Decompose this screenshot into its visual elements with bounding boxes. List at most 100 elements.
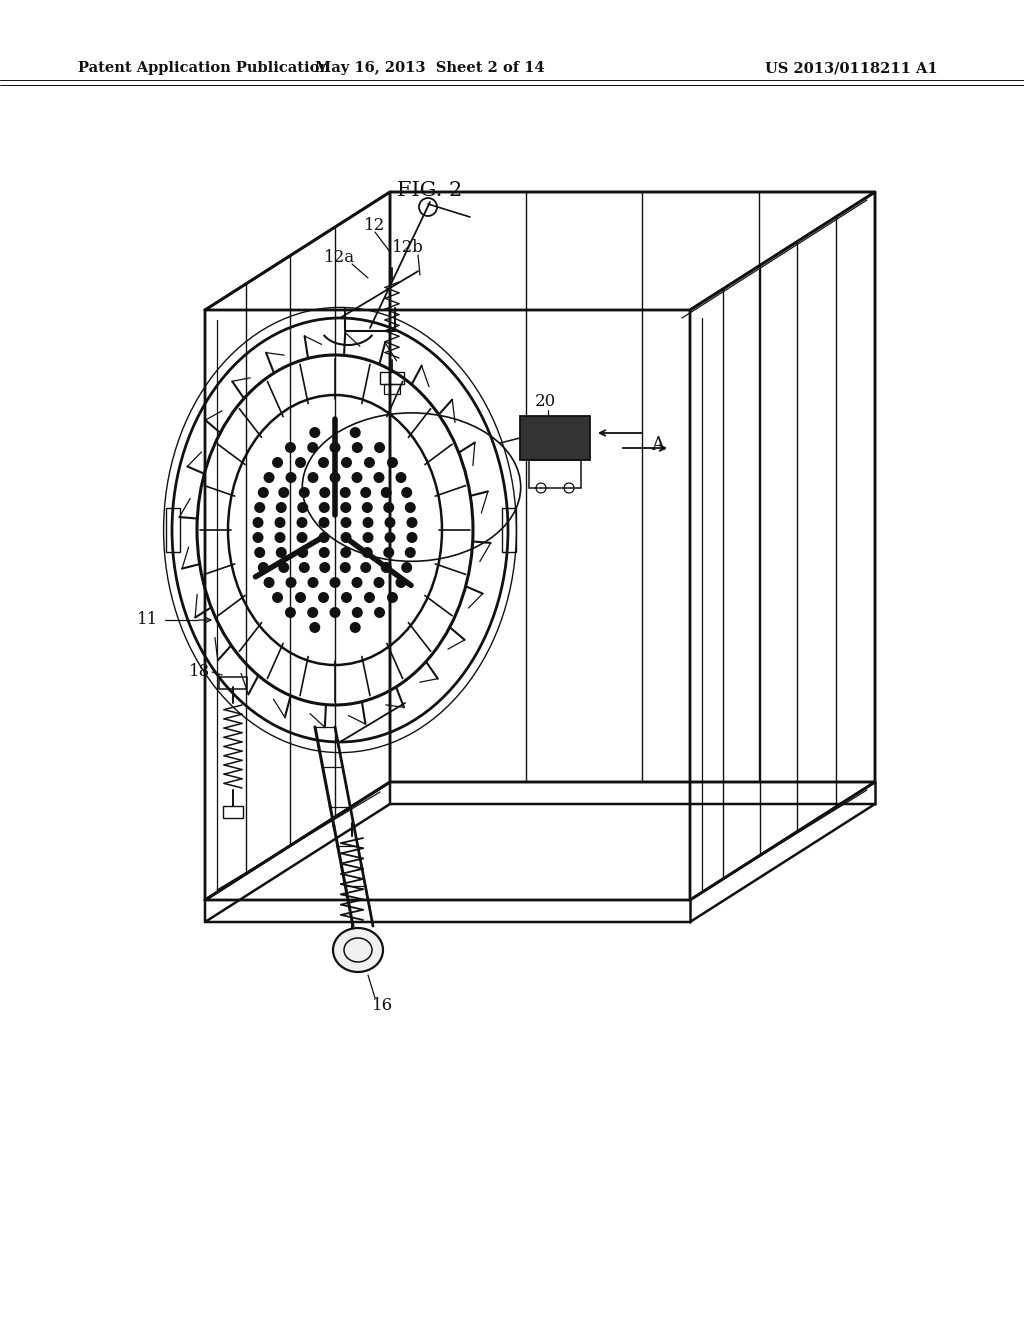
Circle shape	[387, 591, 398, 603]
Circle shape	[258, 562, 269, 573]
Circle shape	[330, 473, 341, 483]
Circle shape	[340, 546, 351, 558]
Circle shape	[374, 577, 384, 587]
Circle shape	[340, 487, 351, 498]
Circle shape	[318, 591, 329, 603]
Circle shape	[286, 473, 297, 483]
Circle shape	[395, 577, 407, 587]
Circle shape	[297, 532, 307, 543]
Circle shape	[374, 607, 385, 618]
Circle shape	[341, 591, 352, 603]
Circle shape	[383, 502, 394, 513]
Text: 18: 18	[189, 664, 211, 681]
Circle shape	[309, 622, 321, 634]
Circle shape	[350, 426, 360, 438]
Bar	[219, 677, 247, 689]
Circle shape	[330, 607, 341, 618]
Circle shape	[364, 591, 375, 603]
Text: 11: 11	[137, 611, 159, 628]
Circle shape	[340, 502, 351, 513]
Circle shape	[360, 562, 372, 573]
Circle shape	[404, 546, 416, 558]
Circle shape	[340, 562, 351, 573]
Circle shape	[330, 442, 341, 453]
Ellipse shape	[333, 928, 383, 972]
Circle shape	[319, 487, 331, 498]
Circle shape	[404, 502, 416, 513]
Bar	[520, 416, 590, 459]
Bar	[380, 372, 404, 384]
Circle shape	[297, 517, 307, 528]
Circle shape	[279, 487, 290, 498]
Circle shape	[351, 473, 362, 483]
Circle shape	[401, 562, 413, 573]
Circle shape	[272, 457, 283, 469]
Circle shape	[318, 457, 329, 469]
Circle shape	[374, 473, 384, 483]
Circle shape	[319, 562, 331, 573]
Circle shape	[360, 487, 372, 498]
Circle shape	[341, 532, 351, 543]
Circle shape	[299, 487, 310, 498]
Text: 12: 12	[365, 216, 386, 234]
Text: May 16, 2013  Sheet 2 of 14: May 16, 2013 Sheet 2 of 14	[315, 61, 545, 75]
Text: 12b: 12b	[392, 239, 424, 256]
Circle shape	[364, 457, 375, 469]
Circle shape	[318, 532, 330, 543]
Circle shape	[307, 577, 318, 587]
Circle shape	[254, 502, 265, 513]
Circle shape	[350, 622, 360, 634]
Circle shape	[341, 457, 352, 469]
Circle shape	[352, 442, 362, 453]
Text: 20: 20	[535, 393, 556, 411]
Circle shape	[274, 517, 286, 528]
Circle shape	[275, 502, 287, 513]
Circle shape	[297, 502, 308, 513]
Circle shape	[384, 517, 395, 528]
Circle shape	[407, 517, 418, 528]
Circle shape	[362, 517, 374, 528]
Circle shape	[286, 577, 297, 587]
Circle shape	[381, 487, 392, 498]
Circle shape	[295, 457, 306, 469]
Bar	[529, 459, 581, 488]
Circle shape	[258, 487, 269, 498]
Circle shape	[387, 457, 398, 469]
Circle shape	[295, 591, 306, 603]
Circle shape	[351, 577, 362, 587]
Circle shape	[384, 532, 395, 543]
Circle shape	[318, 517, 330, 528]
Circle shape	[309, 426, 321, 438]
Circle shape	[352, 607, 362, 618]
Circle shape	[299, 562, 310, 573]
Circle shape	[275, 546, 287, 558]
Circle shape	[297, 546, 308, 558]
Bar	[166, 508, 180, 552]
Circle shape	[272, 591, 283, 603]
Bar	[384, 384, 400, 393]
Text: US 2013/0118211 A1: US 2013/0118211 A1	[765, 61, 938, 75]
Circle shape	[307, 607, 318, 618]
Circle shape	[330, 577, 341, 587]
Circle shape	[318, 502, 330, 513]
Circle shape	[307, 473, 318, 483]
Circle shape	[285, 607, 296, 618]
Circle shape	[263, 473, 274, 483]
Circle shape	[341, 517, 351, 528]
Circle shape	[253, 517, 263, 528]
Circle shape	[401, 487, 413, 498]
Circle shape	[395, 473, 407, 483]
Circle shape	[374, 442, 385, 453]
Circle shape	[279, 562, 290, 573]
Circle shape	[263, 577, 274, 587]
Text: 12a: 12a	[325, 249, 355, 267]
Circle shape	[407, 532, 418, 543]
Circle shape	[381, 562, 392, 573]
Text: 16: 16	[372, 997, 392, 1014]
Circle shape	[253, 532, 263, 543]
Circle shape	[361, 502, 373, 513]
Circle shape	[307, 442, 318, 453]
Circle shape	[318, 546, 330, 558]
Bar	[223, 807, 243, 818]
Circle shape	[361, 546, 373, 558]
